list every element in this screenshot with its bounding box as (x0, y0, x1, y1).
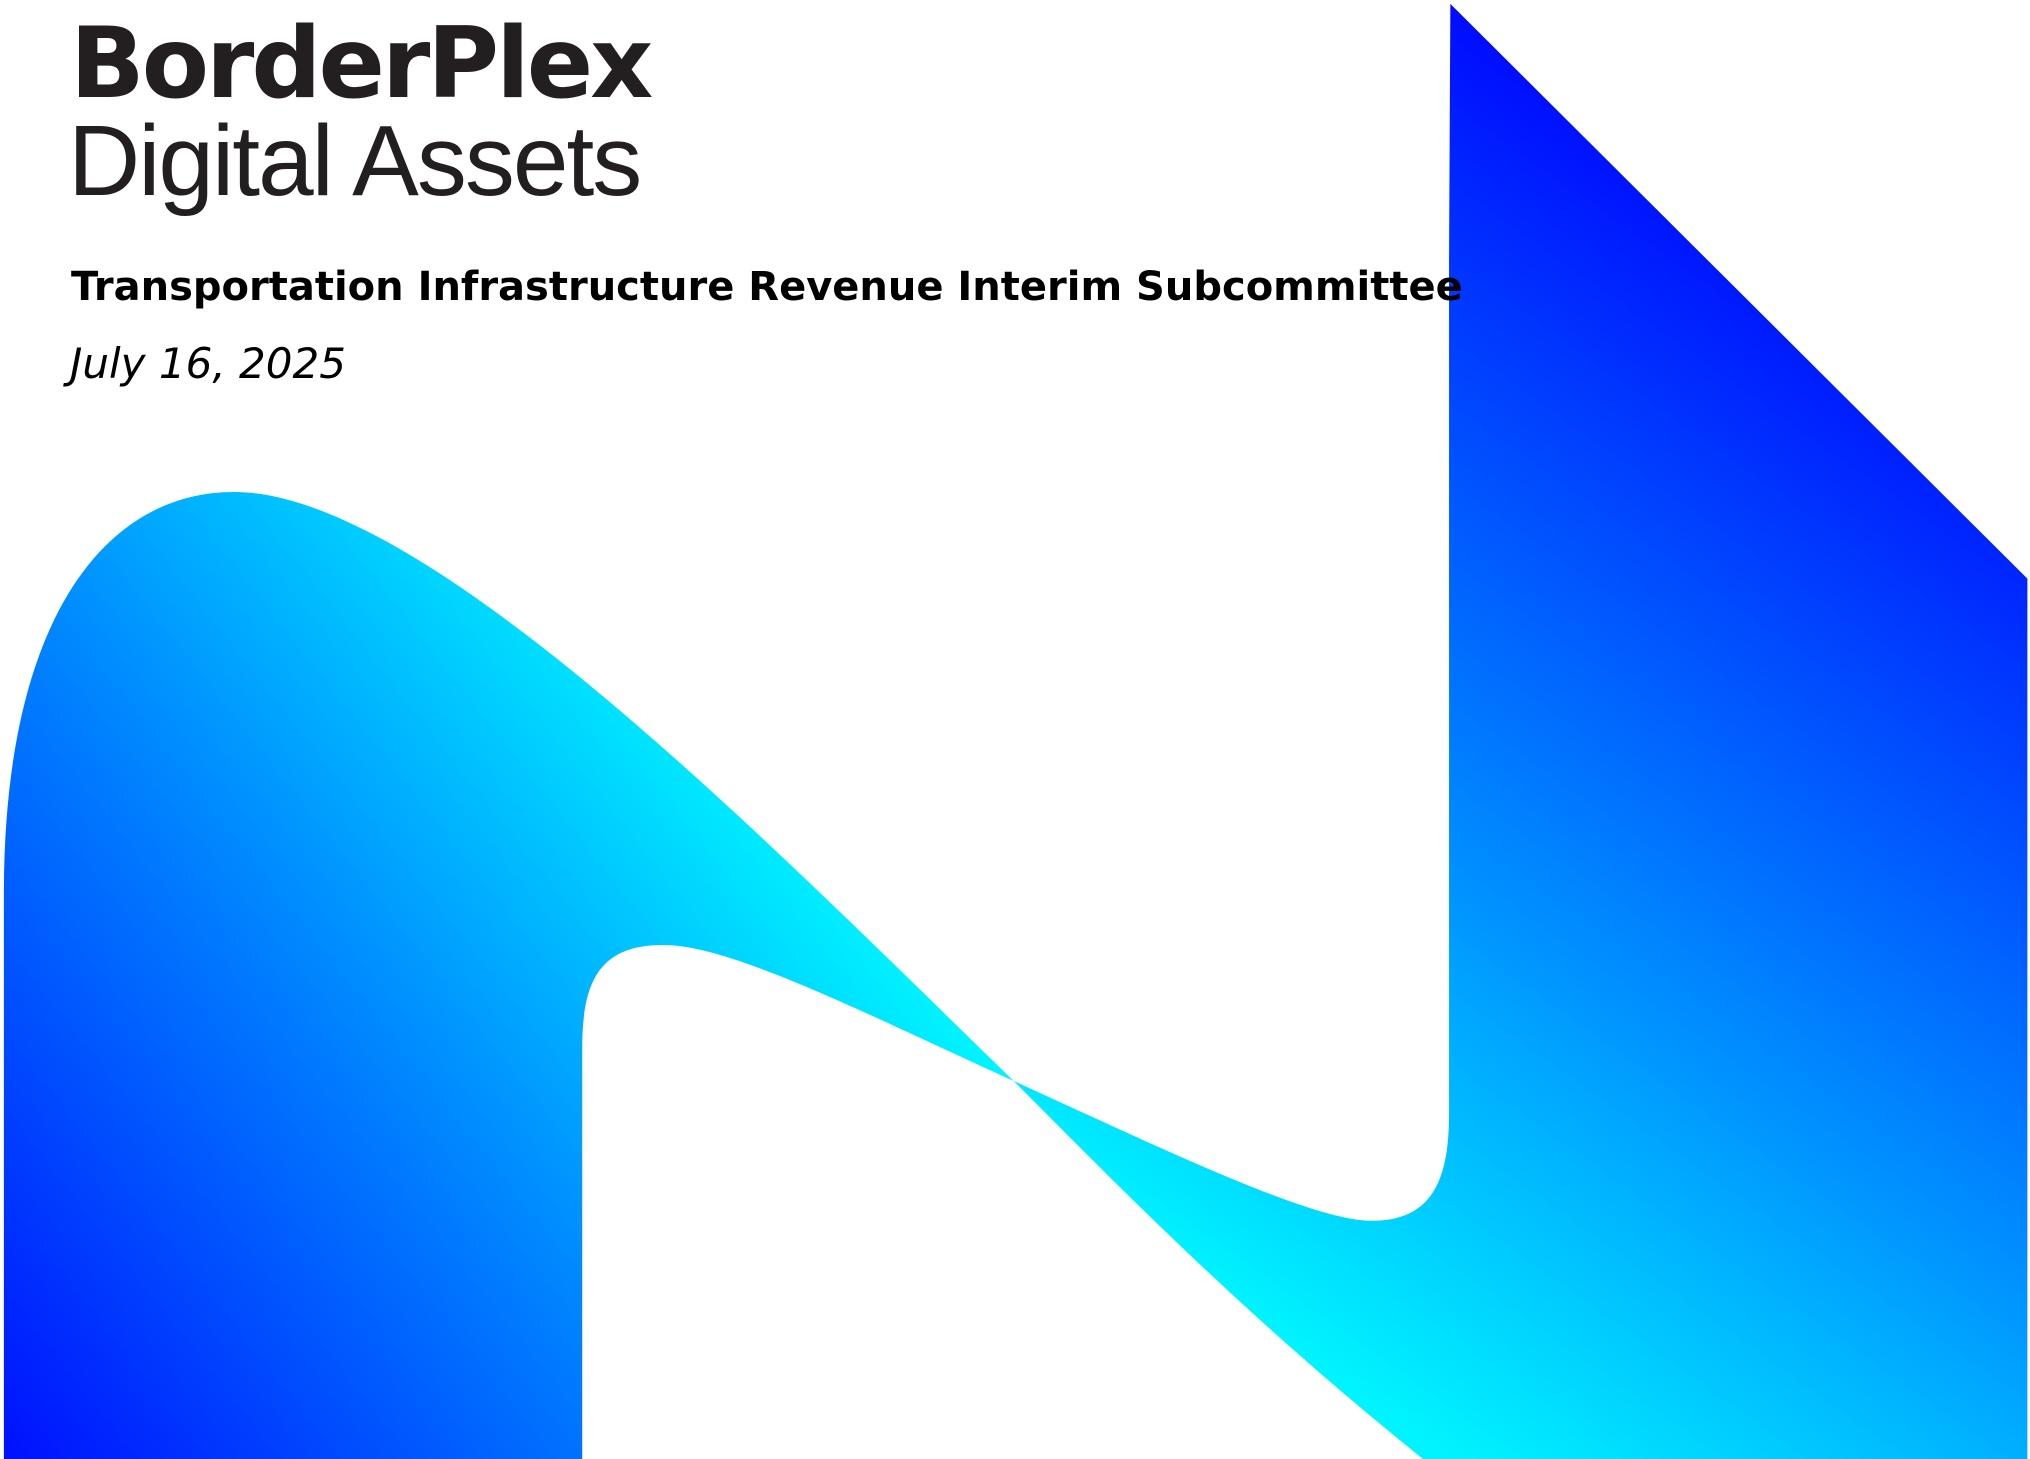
logo-line2: Digital Assets (68, 105, 640, 217)
left-ribbon (3, 491, 1014, 1459)
logo-line1: BorderPlex (70, 7, 652, 121)
right-ribbon (1013, 3, 2028, 1459)
graphic (3, 3, 2028, 1459)
date: July 16, 2025 (63, 339, 346, 388)
title: Transportation Infrastructure Revenue In… (71, 264, 1463, 310)
